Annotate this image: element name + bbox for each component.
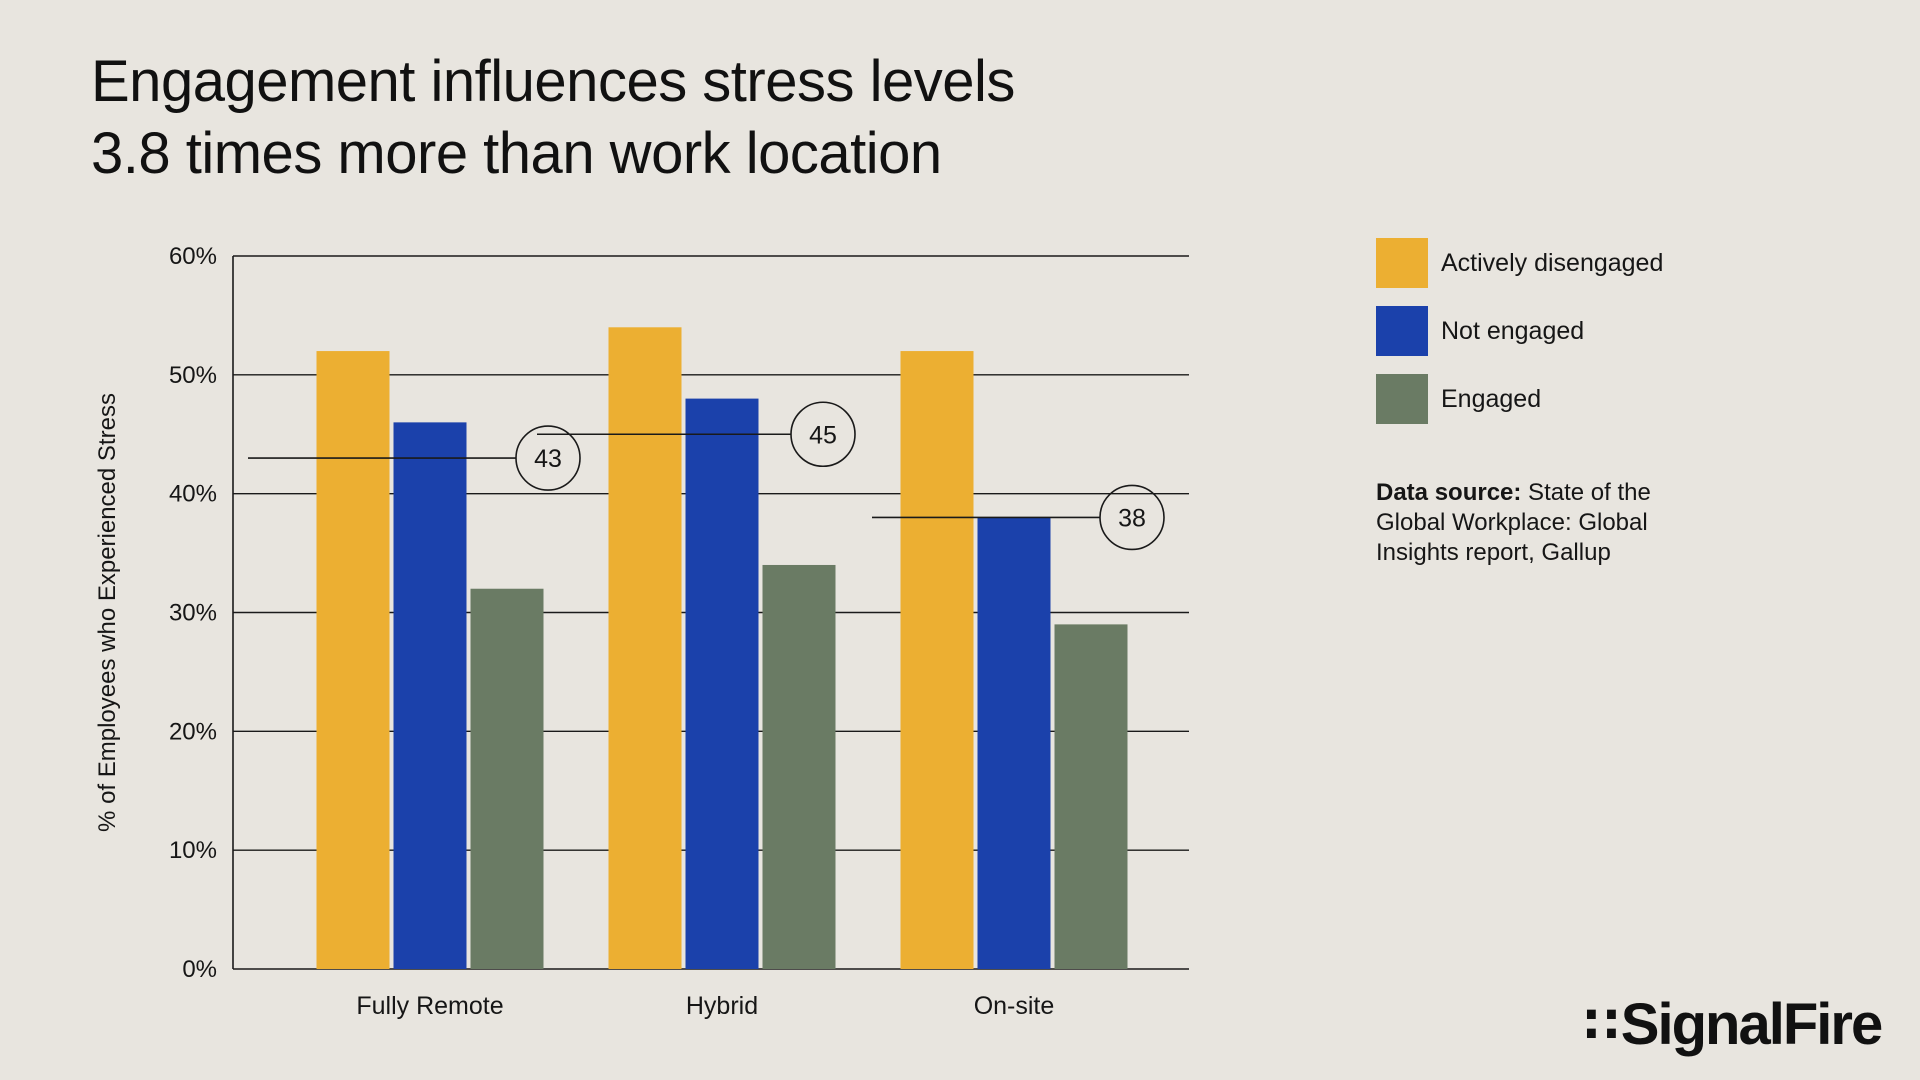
y-axis-title: % of Employees who Experienced Stress [94, 393, 121, 832]
signalfire-logo-mark-icon: ∷ [1584, 996, 1619, 1054]
average-label-on-site: 38 [1118, 504, 1146, 532]
bar-fully-remote-engaged [470, 588, 544, 969]
average-marker-fully-remote [515, 425, 581, 491]
y-tick-label-60: 60% [169, 243, 217, 270]
legend-label-engaged: Engaged [1441, 384, 1542, 413]
legend-label-actively-disengaged: Actively disengaged [1441, 248, 1664, 277]
bar-hybrid-not-engaged [685, 398, 759, 970]
bar-on-site-actively-disengaged [900, 351, 974, 970]
bar-on-site-not-engaged [977, 517, 1051, 969]
legend-item-engaged: Engaged [1376, 374, 1663, 424]
data-source-note: Data source: State of the Global Workpla… [1376, 478, 1706, 568]
signalfire-logo: ∷ SignalFire [1584, 992, 1883, 1057]
average-label-fully-remote: 43 [534, 445, 562, 473]
bar-fully-remote-actively-disengaged [316, 351, 390, 970]
data-source-label: Data source: [1376, 479, 1522, 506]
x-tick-label-hybrid: Hybrid [686, 992, 758, 1020]
data-source-text: State of the Global Workplace: Global In… [1376, 479, 1651, 566]
y-tick-label-10: 10% [169, 837, 217, 864]
average-marker-hybrid [790, 401, 856, 468]
legend-swatch-engaged [1376, 374, 1428, 424]
y-tick-label-50: 50% [169, 362, 217, 389]
bar-hybrid-actively-disengaged [608, 327, 682, 969]
legend-item-actively-disengaged: Actively disengaged [1376, 238, 1663, 288]
legend: Actively disengaged Not engaged Engaged [1376, 238, 1663, 442]
y-tick-label-40: 40% [169, 481, 217, 508]
legend-swatch-not-engaged [1376, 306, 1428, 356]
x-tick-label-on-site: On-site [974, 992, 1055, 1020]
title-line-2: 3.8 times more than work location [91, 121, 942, 186]
bar-hybrid-engaged [762, 564, 836, 969]
bar-on-site-engaged [1054, 624, 1128, 969]
legend-item-not-engaged: Not engaged [1376, 306, 1663, 356]
average-label-hybrid: 45 [809, 421, 837, 449]
y-tick-label-30: 30% [169, 600, 217, 627]
y-tick-label-0: 0% [182, 956, 217, 983]
x-tick-label-fully-remote: Fully Remote [356, 992, 503, 1020]
bar-fully-remote-not-engaged [393, 422, 467, 969]
average-marker-on-site [1099, 484, 1165, 551]
y-tick-label-20: 20% [169, 718, 217, 745]
legend-label-not-engaged: Not engaged [1441, 316, 1585, 345]
chart-title: Engagement influences stress levels 3.8 … [91, 46, 1015, 190]
legend-swatch-actively-disengaged [1376, 238, 1428, 288]
title-line-1: Engagement influences stress levels [91, 49, 1015, 114]
signalfire-logo-text: SignalFire [1620, 992, 1883, 1057]
